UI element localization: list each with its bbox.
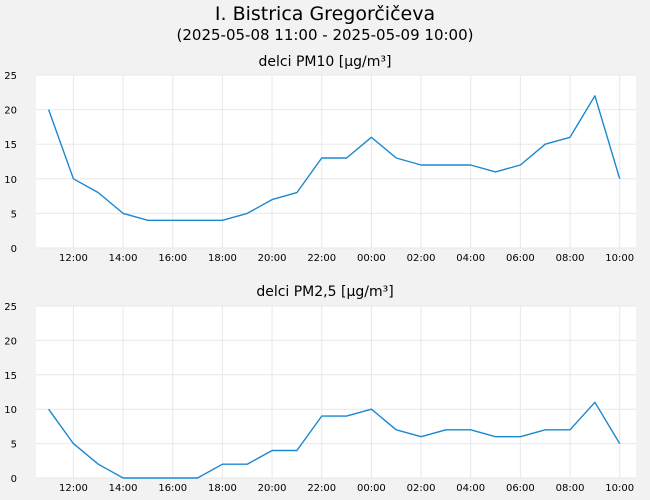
x-tick-label: 16:00 (158, 483, 187, 494)
x-tick-label: 22:00 (307, 483, 336, 494)
x-tick-label: 12:00 (59, 253, 88, 264)
y-tick-label: 5 (11, 440, 17, 451)
y-tick-label: 15 (4, 140, 17, 151)
y-tick-label: 20 (4, 336, 17, 347)
chart-title-1: delci PM10 [µg/m³] (259, 54, 392, 70)
plot-area-1 (36, 75, 636, 248)
y-tick-label: 5 (11, 209, 17, 220)
y-tick-label: 0 (11, 474, 17, 485)
x-tick-label: 14:00 (109, 253, 138, 264)
x-tick-label: 04:00 (456, 483, 485, 494)
x-tick-label: 08:00 (556, 253, 585, 264)
series-line-1 (47, 95, 621, 222)
x-tick-label: 00:00 (357, 483, 386, 494)
y-tick-label: 15 (4, 371, 17, 382)
x-tick-label: 02:00 (407, 483, 436, 494)
y-tick-label: 25 (4, 71, 17, 82)
x-tick-label: 04:00 (456, 253, 485, 264)
x-tick-label: 18:00 (208, 483, 237, 494)
plot-area-2 (36, 306, 636, 478)
chart-title-2: delci PM2,5 [µg/m³] (256, 284, 393, 300)
date-range-subtitle: (2025-05-08 11:00 - 2025-05-09 10:00) (176, 26, 474, 44)
y-tick-label: 20 (4, 106, 17, 117)
x-tick-label: 10:00 (605, 253, 634, 264)
x-tick-label: 06:00 (506, 483, 535, 494)
x-tick-label: 20:00 (258, 483, 287, 494)
y-tick-label: 10 (4, 405, 17, 416)
x-tick-label: 20:00 (258, 253, 287, 264)
y-tick-label: 10 (4, 175, 17, 186)
y-tick-label: 0 (11, 244, 17, 255)
page-title: I. Bistrica Gregorčičeva (214, 3, 436, 25)
x-tick-label: 00:00 (357, 253, 386, 264)
x-tick-label: 10:00 (605, 483, 634, 494)
y-tick-label: 25 (4, 302, 17, 313)
x-tick-label: 22:00 (307, 253, 336, 264)
x-tick-label: 06:00 (506, 253, 535, 264)
series-line-2 (48, 401, 621, 479)
x-tick-label: 14:00 (109, 483, 138, 494)
x-tick-label: 16:00 (158, 253, 187, 264)
x-tick-label: 18:00 (208, 253, 237, 264)
x-tick-label: 02:00 (407, 253, 436, 264)
x-tick-label: 12:00 (59, 483, 88, 494)
x-tick-label: 08:00 (556, 483, 585, 494)
